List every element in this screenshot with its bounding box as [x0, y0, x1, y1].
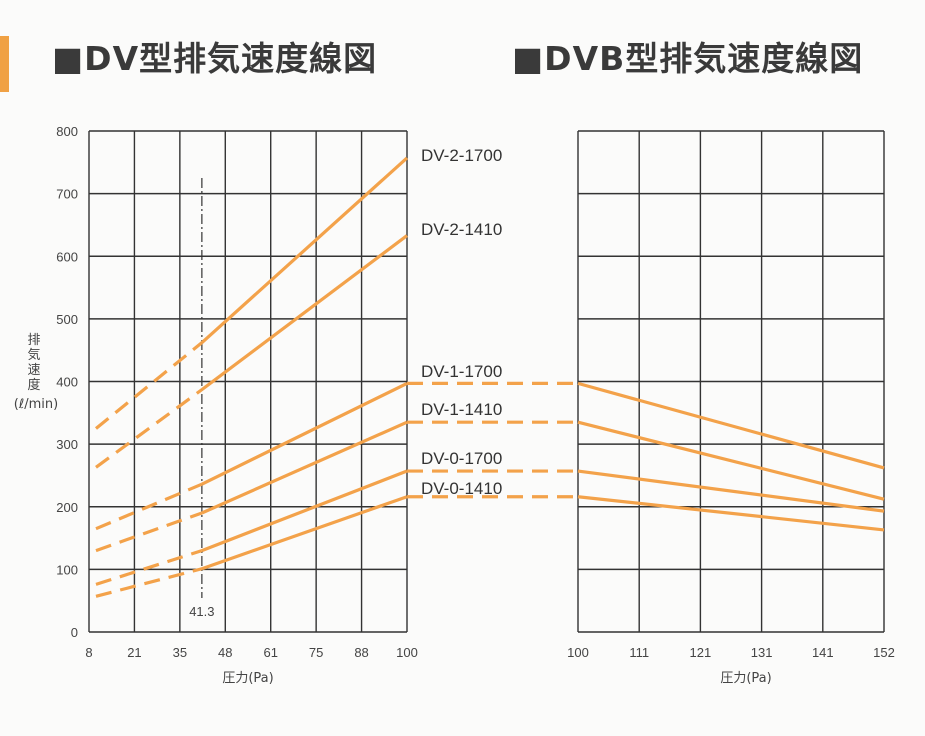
dvb-x-axis-title: 圧力(Pa) — [720, 671, 771, 686]
dv-x-axis-title: 圧力(Pa) — [222, 671, 273, 686]
series-label-dv-1-1410: DV-1-1410 — [421, 400, 502, 419]
dv-y-axis-title-char: 気 — [27, 347, 40, 363]
dv-chart-title: ■DV型排気速度線図 — [52, 39, 378, 78]
dv-x-tick-label: 21 — [127, 645, 141, 660]
dv-x-tick-label: 100 — [396, 645, 418, 660]
dv-y-axis-title-char: 速 — [27, 363, 40, 378]
dv-y-axis-title-unit: (ℓ/min) — [14, 397, 58, 412]
series-label-dv-0-1700: DV-0-1700 — [421, 449, 502, 468]
dvb-series-dv-0-1700 — [577, 469, 885, 513]
dv-y-tick-label: 600 — [56, 249, 78, 264]
dv-x-tick-label: 48 — [218, 645, 232, 660]
dv-y-tick-label: 400 — [56, 375, 78, 390]
series-dv-2-1410-solid — [200, 234, 408, 391]
dv-x-tick-label: 88 — [354, 645, 368, 660]
series-label-dv-2-1700: DV-2-1700 — [421, 146, 502, 165]
dvb-series-dv-1-1410 — [577, 420, 885, 501]
dv-y-axis-title: 排気速度 (ℓ/min) — [14, 333, 58, 412]
series-dv-0-1700-dashed — [95, 549, 203, 586]
series-dv-2-1700-solid — [200, 156, 409, 344]
dvb-x-tick-label: 111 — [629, 645, 649, 660]
series-dv-0-1410-dashed — [95, 567, 203, 598]
dvb-chart-title: ■DVB型排気速度線図 — [512, 39, 864, 78]
series-dv-2-1410-dashed — [95, 388, 203, 469]
dv-y-axis-title-char: 度 — [27, 377, 40, 393]
dv-x-tick-label: 8 — [85, 645, 92, 660]
dvb-x-tick-label: 100 — [567, 645, 589, 660]
dv-y-tick-label: 700 — [56, 187, 78, 202]
dvb-series-dv-0-1410 — [577, 495, 885, 532]
dvb-series-dv-1-1700 — [577, 381, 885, 470]
dvb-x-tick-label: 131 — [751, 645, 773, 660]
dv-y-tick-label: 200 — [56, 500, 78, 515]
dv-y-tick-label: 100 — [56, 562, 78, 577]
dv-y-axis-title-char: 排 — [27, 333, 40, 348]
dv-x-tick-label: 75 — [309, 645, 323, 660]
edge-accent-bar — [0, 36, 9, 92]
series-dv-1-1700-solid — [201, 381, 408, 486]
series-label-dv-1-1700: DV-1-1700 — [421, 362, 502, 381]
dvb-x-tick-label: 152 — [873, 645, 895, 660]
dv-y-tick-label: 300 — [56, 437, 78, 452]
dv-x-tick-label: 61 — [263, 645, 277, 660]
series-dv-0-1410-solid — [201, 495, 408, 571]
series-dv-0-1700-solid — [201, 469, 408, 553]
dv-y-tick-label: 800 — [56, 124, 78, 139]
series-dv-2-1700-dashed — [94, 341, 203, 430]
dv-x-tick-label: 35 — [173, 645, 187, 660]
dvb-x-tick-label: 121 — [690, 645, 712, 660]
series-dv-1-1410-dashed — [95, 511, 203, 553]
series-label-dv-0-1410: DV-0-1410 — [421, 479, 502, 498]
dv-reference-label: 41.3 — [189, 604, 214, 619]
dvb-x-tick-label: 141 — [812, 645, 834, 660]
series-dv-1-1700-dashed — [95, 482, 203, 531]
series-label-dv-2-1410: DV-2-1410 — [421, 220, 502, 239]
series-dv-1-1410-solid — [201, 420, 408, 515]
dv-y-tick-label: 500 — [56, 312, 78, 327]
dv-y-tick-label: 0 — [71, 625, 78, 640]
